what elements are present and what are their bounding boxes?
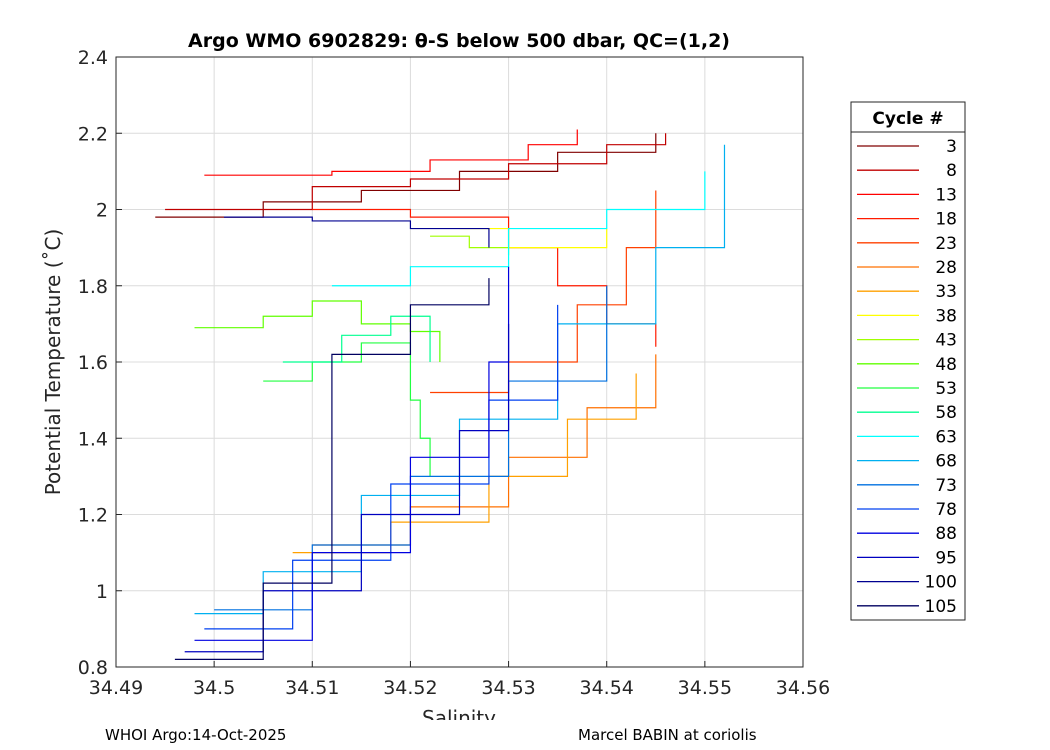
legend-label: 100: [925, 573, 957, 593]
series-line-cycle-13: [204, 129, 578, 176]
theta-s-chart: Argo WMO 6902829: θ-S below 500 dbar, QC…: [41, 30, 966, 730]
legend-label: 3: [946, 137, 957, 157]
series-line-cycle-105: [174, 278, 490, 660]
y-tick-label: 2.4: [78, 47, 108, 69]
y-tick-label: 2.2: [78, 123, 108, 145]
series-line-cycle-33: [292, 373, 637, 554]
x-tick-label: 34.51: [285, 677, 339, 699]
y-tick-label: 2: [96, 200, 108, 222]
y-tick-label: 1.8: [78, 276, 108, 298]
legend-label: 58: [935, 403, 957, 423]
y-axis-label: Potential Temperature (˚C): [41, 229, 65, 496]
grid: [115, 56, 804, 668]
footer-left: WHOI Argo:14-Oct-2025: [105, 726, 287, 744]
legend-label: 38: [935, 306, 957, 326]
series-line-cycle-8: [165, 133, 667, 211]
legend-label: 18: [935, 210, 957, 230]
data-lines: [155, 129, 726, 660]
y-tick-label: 1.2: [78, 505, 108, 527]
x-tick-label: 34.55: [678, 677, 732, 699]
series-line-cycle-63: [331, 171, 706, 287]
series-line-cycle-48: [194, 300, 441, 362]
series-line-cycle-95: [184, 323, 510, 653]
legend-label: 43: [935, 331, 957, 351]
x-axis-label: Salinity: [422, 706, 496, 720]
x-tick-label: 34.54: [580, 677, 634, 699]
series-line-cycle-18: [312, 208, 657, 347]
legend-label: 23: [935, 234, 957, 254]
legend-label: 48: [935, 355, 957, 375]
legend-label: 95: [935, 548, 957, 568]
series-line-cycle-28: [312, 354, 657, 546]
chart-title: Argo WMO 6902829: θ-S below 500 dbar, QC…: [188, 30, 730, 52]
legend-label: 73: [935, 476, 957, 496]
series-line-cycle-58: [282, 315, 431, 363]
series-line-cycle-78: [204, 304, 559, 630]
series-line-cycle-3: [155, 133, 657, 218]
series-line-cycle-43: [430, 235, 510, 256]
series-line-cycle-53: [263, 342, 431, 477]
legend-label: 28: [935, 258, 957, 278]
y-tick-label: 1.6: [78, 352, 108, 374]
legend-label: 63: [935, 427, 957, 447]
legend: Cycle #381318232833384348535863687378889…: [850, 101, 966, 621]
legend-label: 78: [935, 500, 957, 520]
series-line-cycle-68: [194, 144, 726, 615]
y-tick-label: 1: [96, 581, 108, 603]
series-line-cycle-100: [223, 216, 490, 248]
series-line-cycle-88: [194, 266, 510, 641]
legend-label: 33: [935, 282, 957, 302]
legend-label: 105: [925, 597, 957, 617]
legend-label: 88: [935, 524, 957, 544]
legend-label: 8: [946, 161, 957, 181]
legend-title: Cycle #: [872, 109, 943, 129]
x-tick-label: 34.52: [383, 677, 437, 699]
series-line-cycle-38: [459, 227, 608, 249]
legend-label: 13: [935, 185, 957, 205]
y-tick-label: 1.4: [78, 428, 108, 450]
tick-labels: 34.49 34.5 34.51 34.52 34.53 34.54 34.55 34.56 0…: [78, 47, 830, 699]
footer-right: Marcel BABIN at coriolis: [578, 726, 757, 744]
x-tick-label: 34.49: [89, 677, 143, 699]
legend-label: 53: [935, 379, 957, 399]
x-tick-label: 34.56: [776, 677, 830, 699]
y-tick-label: 0.8: [78, 657, 108, 679]
x-tick-label: 34.53: [481, 677, 535, 699]
plot-frame: [115, 56, 804, 668]
x-tick-label: 34.5: [193, 677, 235, 699]
legend-label: 68: [935, 452, 957, 472]
